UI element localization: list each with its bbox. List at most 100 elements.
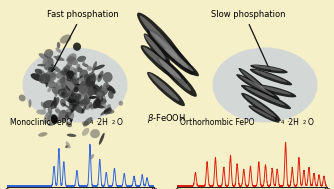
Ellipse shape — [83, 95, 88, 105]
Ellipse shape — [90, 74, 103, 81]
Ellipse shape — [70, 80, 73, 92]
Ellipse shape — [69, 105, 72, 110]
Ellipse shape — [73, 86, 79, 92]
Ellipse shape — [64, 90, 71, 98]
Ellipse shape — [60, 70, 66, 79]
Ellipse shape — [91, 73, 95, 77]
Ellipse shape — [240, 76, 274, 96]
Ellipse shape — [59, 80, 67, 91]
Ellipse shape — [82, 121, 89, 125]
Ellipse shape — [66, 81, 75, 91]
Ellipse shape — [64, 68, 71, 75]
Ellipse shape — [107, 104, 111, 108]
Ellipse shape — [66, 76, 71, 81]
Ellipse shape — [67, 134, 76, 137]
Ellipse shape — [89, 83, 94, 88]
Ellipse shape — [55, 107, 60, 114]
Ellipse shape — [70, 73, 76, 87]
Ellipse shape — [70, 75, 80, 81]
Ellipse shape — [79, 89, 87, 101]
Ellipse shape — [42, 57, 47, 65]
Ellipse shape — [78, 84, 87, 94]
Ellipse shape — [100, 107, 111, 115]
Ellipse shape — [94, 102, 101, 108]
Ellipse shape — [102, 93, 106, 102]
Ellipse shape — [51, 115, 58, 124]
Ellipse shape — [48, 66, 51, 74]
Ellipse shape — [72, 88, 77, 97]
Ellipse shape — [66, 72, 76, 75]
Ellipse shape — [83, 81, 90, 88]
Ellipse shape — [31, 73, 44, 81]
Ellipse shape — [73, 105, 85, 114]
Ellipse shape — [48, 117, 60, 126]
Ellipse shape — [66, 53, 76, 63]
Ellipse shape — [43, 111, 51, 124]
Ellipse shape — [53, 56, 64, 61]
Ellipse shape — [100, 87, 104, 100]
Ellipse shape — [85, 102, 93, 110]
Ellipse shape — [212, 47, 318, 122]
Ellipse shape — [54, 88, 57, 97]
Ellipse shape — [74, 68, 84, 72]
Ellipse shape — [58, 110, 68, 122]
Ellipse shape — [82, 59, 85, 66]
Text: $\beta$-FeOOH: $\beta$-FeOOH — [148, 112, 186, 125]
Ellipse shape — [69, 84, 74, 89]
Ellipse shape — [47, 87, 52, 92]
Ellipse shape — [163, 48, 199, 76]
Ellipse shape — [75, 94, 84, 99]
Text: Slow phosphation: Slow phosphation — [211, 10, 285, 19]
Ellipse shape — [104, 107, 112, 115]
Ellipse shape — [75, 99, 88, 107]
Ellipse shape — [62, 65, 70, 76]
Ellipse shape — [90, 129, 100, 138]
Ellipse shape — [22, 47, 128, 122]
Text: O: O — [117, 118, 123, 127]
Ellipse shape — [75, 68, 77, 79]
Ellipse shape — [96, 94, 103, 103]
Ellipse shape — [164, 49, 194, 71]
Ellipse shape — [63, 72, 70, 80]
Ellipse shape — [64, 86, 74, 96]
Ellipse shape — [75, 98, 79, 101]
Ellipse shape — [78, 100, 87, 105]
Ellipse shape — [81, 78, 87, 88]
Ellipse shape — [253, 70, 287, 82]
Ellipse shape — [48, 106, 52, 114]
Ellipse shape — [97, 92, 103, 97]
Ellipse shape — [62, 95, 72, 103]
Ellipse shape — [67, 72, 71, 78]
Text: 4: 4 — [281, 119, 284, 125]
Ellipse shape — [63, 90, 72, 100]
Ellipse shape — [45, 71, 56, 81]
Ellipse shape — [150, 31, 188, 69]
Ellipse shape — [144, 34, 166, 60]
Ellipse shape — [61, 92, 65, 96]
Ellipse shape — [149, 73, 179, 101]
Ellipse shape — [85, 76, 95, 89]
Ellipse shape — [241, 70, 265, 90]
Ellipse shape — [77, 67, 83, 73]
Ellipse shape — [68, 56, 78, 65]
Ellipse shape — [76, 64, 80, 69]
Ellipse shape — [71, 93, 77, 103]
Ellipse shape — [66, 62, 72, 68]
Ellipse shape — [55, 109, 60, 113]
Ellipse shape — [250, 65, 288, 74]
Ellipse shape — [99, 133, 105, 145]
Ellipse shape — [35, 69, 42, 75]
Ellipse shape — [41, 101, 43, 107]
Text: O: O — [308, 118, 314, 127]
Ellipse shape — [53, 96, 57, 108]
Ellipse shape — [39, 69, 48, 79]
Ellipse shape — [37, 64, 45, 66]
Ellipse shape — [53, 83, 64, 92]
Ellipse shape — [100, 105, 103, 108]
Ellipse shape — [67, 85, 71, 90]
Text: Orthorhombic FePO: Orthorhombic FePO — [180, 118, 255, 127]
Ellipse shape — [241, 85, 291, 109]
Ellipse shape — [102, 102, 107, 109]
Ellipse shape — [147, 72, 185, 106]
Ellipse shape — [39, 53, 50, 61]
